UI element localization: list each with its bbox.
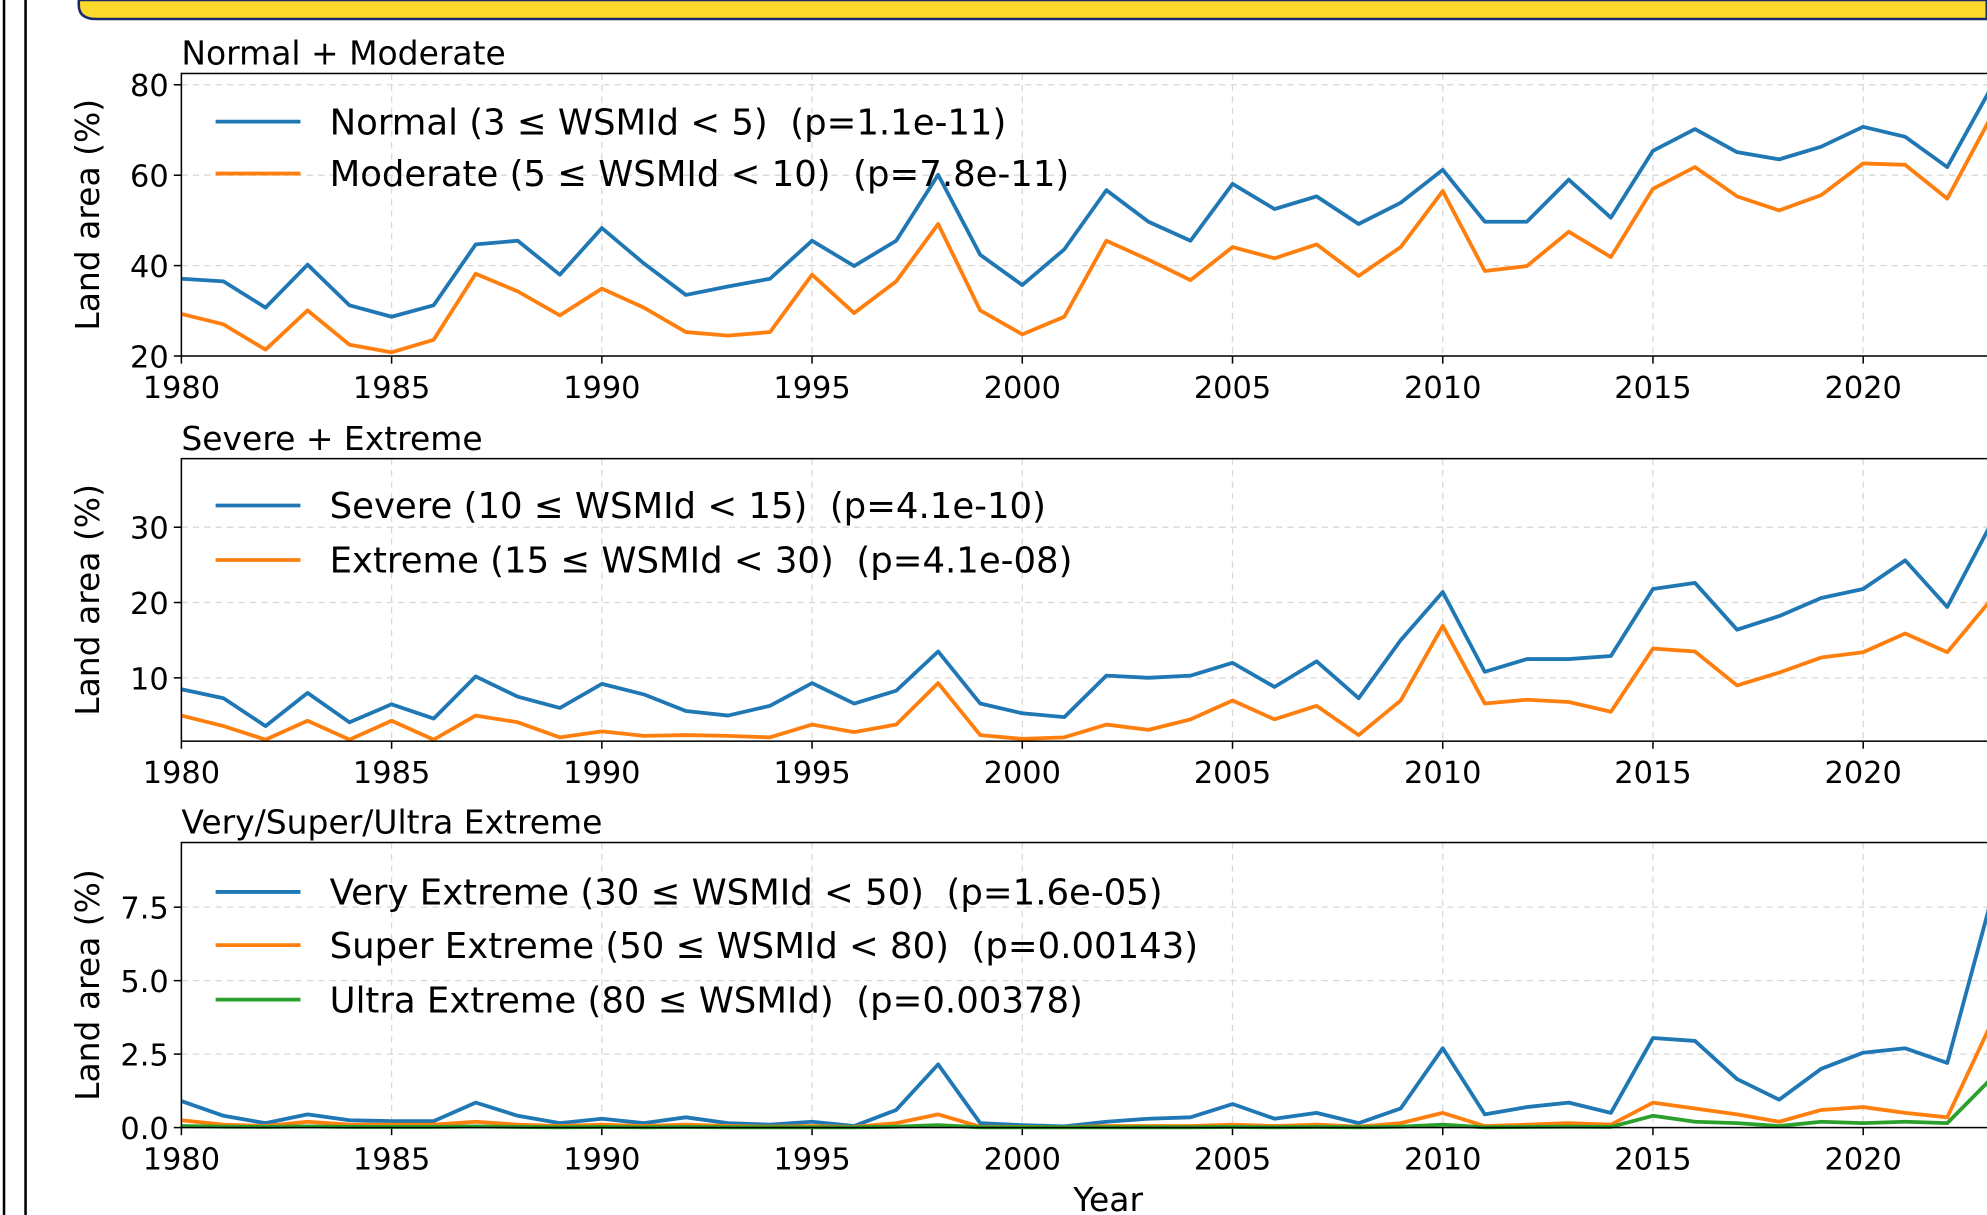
x-tick-label: 2020 <box>1825 756 1902 791</box>
legend-label: Ultra Extreme (80 ≤ WSMId) (p=0.00378) <box>330 980 1083 1021</box>
y-tick-label: 10 <box>130 662 169 697</box>
y-tick-label: 40 <box>130 250 169 285</box>
y-axis-label: Land area (%) <box>68 869 107 1101</box>
x-tick-label: 2020 <box>1825 1142 1902 1177</box>
x-tick-label: 2010 <box>1404 756 1481 791</box>
y-tick-label: 30 <box>130 512 169 547</box>
x-tick-label: 2015 <box>1614 756 1691 791</box>
x-tick-label: 2005 <box>1194 756 1271 791</box>
x-tick-label: 2000 <box>984 371 1061 406</box>
y-tick-label: 80 <box>130 69 169 104</box>
x-tick-label: 2000 <box>984 756 1061 791</box>
plot-frame <box>180 457 1987 742</box>
y-tick-label: 20 <box>130 587 169 622</box>
legend-label: Severe (10 ≤ WSMId < 15) (p=4.1e-10) <box>330 486 1046 527</box>
x-tick-label: 2005 <box>1194 371 1271 406</box>
data-line <box>180 120 1987 355</box>
x-tick-label: 1990 <box>563 1142 640 1177</box>
chart-title: Severe + Extreme <box>181 419 482 458</box>
x-tick-label: 1995 <box>773 756 850 791</box>
x-tick-label: 1990 <box>563 371 640 406</box>
y-tick-label: 60 <box>130 160 169 195</box>
x-tick-label: 1980 <box>143 756 220 791</box>
y-tick-label: 7.5 <box>120 892 168 927</box>
y-tick-label: 5.0 <box>120 965 168 1000</box>
y-tick-label: 20 <box>130 340 169 375</box>
legend-label: Moderate (5 ≤ WSMId < 10) (p=7.8e-11) <box>330 154 1070 195</box>
y-tick-label: 2.5 <box>120 1039 168 1074</box>
data-line <box>181 91 1987 319</box>
plot-frame <box>180 72 1987 357</box>
x-tick-label: 1980 <box>143 371 220 406</box>
legend-label: Normal (3 ≤ WSMId < 5) (p=1.1e-11) <box>330 102 1007 143</box>
x-tick-label: 2000 <box>984 1142 1061 1177</box>
x-tick-label: 1990 <box>563 756 640 791</box>
plot-frame <box>180 841 1987 1129</box>
x-axis-label: Year <box>1072 1180 1143 1215</box>
legend-label: Very Extreme (30 ≤ WSMId < 50) (p=1.6e-0… <box>330 873 1163 914</box>
chart-title: Very/Super/Ultra Extreme <box>181 803 602 842</box>
legend-label: Extreme (15 ≤ WSMId < 30) (p=4.1e-08) <box>330 541 1073 582</box>
x-tick-label: 1995 <box>773 371 850 406</box>
x-tick-label: 2005 <box>1194 1142 1271 1177</box>
x-tick-label: 1985 <box>353 756 430 791</box>
y-axis-label: Land area (%) <box>68 99 107 331</box>
x-tick-label: 2010 <box>1404 1142 1481 1177</box>
x-tick-label: 2015 <box>1614 371 1691 406</box>
header-banner <box>77 0 1987 21</box>
y-tick-label: 0.0 <box>120 1112 168 1147</box>
data-line <box>180 601 1987 742</box>
data-line <box>180 527 1987 728</box>
x-tick-label: 2015 <box>1614 1142 1691 1177</box>
x-tick-label: 2020 <box>1825 371 1902 406</box>
x-tick-label: 1985 <box>353 371 430 406</box>
chart-title: Normal + Moderate <box>181 34 505 73</box>
data-line <box>180 908 1987 1129</box>
x-tick-label: 1985 <box>353 1142 430 1177</box>
x-tick-label: 1995 <box>773 1142 850 1177</box>
legend-label: Super Extreme (50 ≤ WSMId < 80) (p=0.001… <box>330 926 1199 967</box>
y-axis-label: Land area (%) <box>68 484 107 716</box>
x-tick-label: 2010 <box>1404 371 1481 406</box>
x-tick-label: 1980 <box>143 1142 220 1177</box>
